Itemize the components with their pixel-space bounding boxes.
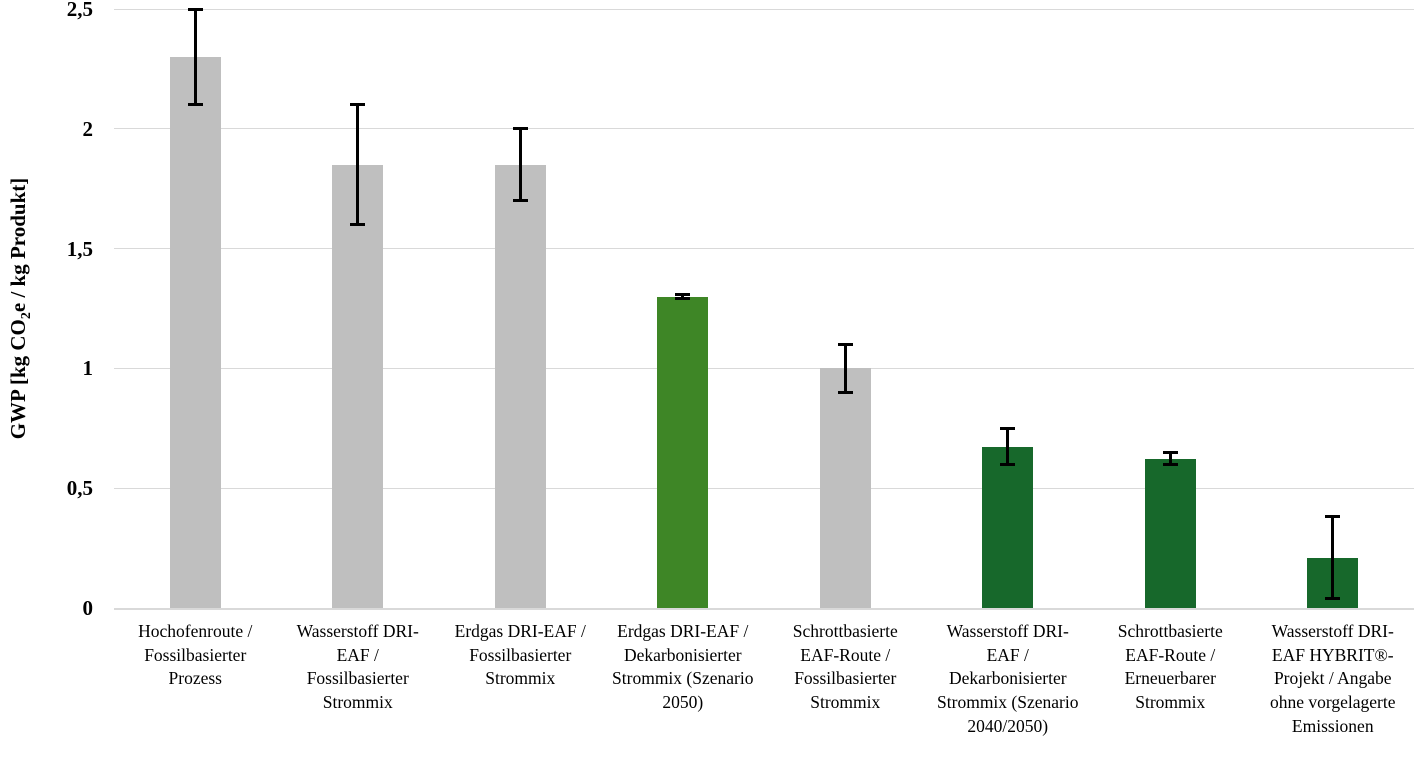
error-bar-cap — [837, 390, 853, 394]
y-tick-label: 0,5 — [66, 476, 93, 501]
error-bar — [681, 294, 685, 299]
x-category-label: Wasserstoff DRI-EAF / Fossilbasierter St… — [296, 621, 419, 712]
error-bar-cap — [837, 342, 853, 346]
bar — [1144, 459, 1196, 608]
bar — [332, 164, 384, 608]
error-bar — [1168, 452, 1172, 465]
x-axis-line — [114, 608, 1414, 610]
error-bar-cap — [350, 103, 366, 107]
error-bar-cap — [512, 199, 528, 203]
error-bar — [843, 344, 847, 393]
bar — [657, 296, 709, 608]
y-tick-label: 1,5 — [66, 236, 93, 261]
x-category-label: Schrottbasierte EAF-Route / Erneuerbarer… — [1117, 621, 1223, 712]
gridline — [114, 367, 1414, 369]
gridline — [114, 248, 1414, 250]
error-bar-cap — [1325, 596, 1341, 600]
x-category-label: Erdgas DRI-EAF / Fossilbasierter Strommi… — [454, 621, 586, 689]
gridline — [114, 487, 1414, 489]
bar — [169, 56, 221, 608]
error-bar — [193, 9, 197, 105]
gridline — [114, 8, 1414, 10]
error-bar-cap — [187, 7, 203, 11]
y-axis-title: GWP [kg CO2e / kg Produkt] — [6, 9, 35, 608]
error-bar-cap — [1325, 515, 1341, 519]
y-tick-label: 2 — [82, 116, 94, 141]
error-bar-cap — [1162, 462, 1178, 466]
error-bar — [1006, 428, 1010, 465]
bar — [494, 164, 546, 608]
x-category-label: Hochofenroute / Fossilbasierter Prozess — [138, 621, 253, 689]
error-bar-cap — [1000, 462, 1016, 466]
error-bar-cap — [350, 223, 366, 227]
error-bar-cap — [1162, 450, 1178, 454]
bar — [982, 447, 1034, 608]
error-bar — [1331, 516, 1335, 599]
error-bar-cap — [675, 297, 691, 301]
error-bar — [356, 104, 360, 225]
y-tick-label: 2,5 — [66, 0, 93, 21]
gridline — [114, 128, 1414, 130]
bar — [819, 368, 871, 608]
error-bar-cap — [512, 127, 528, 131]
x-category-label: Wasserstoff DRI-EAF HYBRIT®-Projekt / An… — [1269, 621, 1396, 736]
x-category-label: Wasserstoff DRI-EAF / Dekarbonisierter S… — [937, 621, 1079, 736]
y-axis-title-subscript: 2 — [19, 312, 35, 320]
x-category-label: Schrottbasierte EAF-Route / Fossilbasier… — [792, 621, 898, 712]
y-tick-label: 1 — [82, 356, 94, 381]
x-category-label: Erdgas DRI-EAF / Dekarbonisierter Stromm… — [612, 621, 754, 712]
error-bar-cap — [675, 292, 691, 296]
y-tick-label: 0 — [82, 596, 94, 620]
error-bar — [518, 128, 522, 201]
error-bar-cap — [187, 103, 203, 107]
error-bar-cap — [1000, 426, 1016, 430]
